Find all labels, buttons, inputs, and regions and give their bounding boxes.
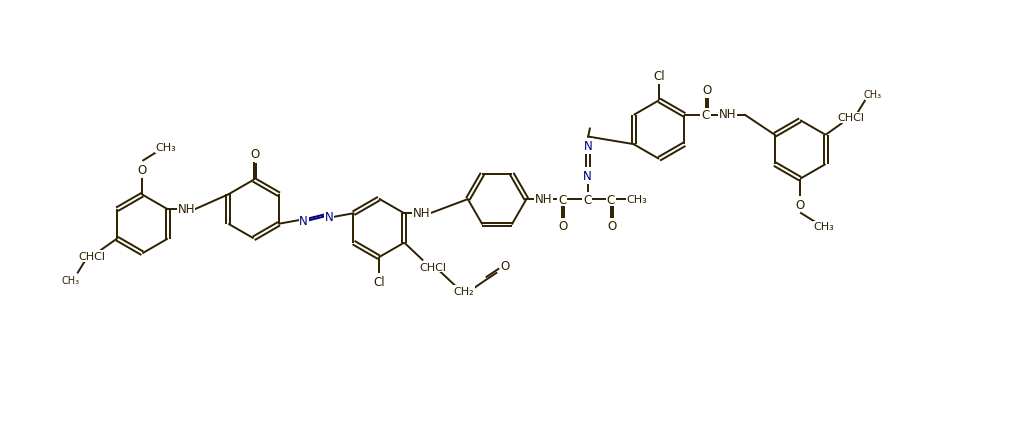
Text: O: O — [138, 164, 147, 176]
Text: N: N — [299, 214, 308, 227]
Text: O: O — [500, 260, 509, 273]
Text: CH₃: CH₃ — [155, 143, 177, 153]
Text: NH: NH — [177, 202, 194, 215]
Text: O: O — [559, 220, 568, 233]
Text: C: C — [702, 109, 710, 122]
Text: Cl: Cl — [653, 70, 665, 83]
Text: CHCl: CHCl — [419, 262, 447, 272]
Text: CH₃: CH₃ — [62, 275, 79, 285]
Text: CH₂: CH₂ — [454, 286, 474, 296]
Text: NH: NH — [535, 192, 553, 205]
Text: O: O — [607, 220, 616, 233]
Text: NH: NH — [718, 108, 736, 121]
Text: CHCl: CHCl — [838, 113, 864, 123]
Text: Cl: Cl — [374, 276, 385, 289]
Text: CH₃: CH₃ — [627, 195, 647, 205]
Text: N: N — [583, 169, 592, 182]
Text: C: C — [607, 193, 615, 206]
Text: CH₃: CH₃ — [863, 89, 881, 99]
Text: CHCl: CHCl — [78, 251, 105, 261]
Text: C: C — [558, 193, 566, 206]
Text: O: O — [795, 198, 805, 211]
Text: O: O — [702, 84, 711, 97]
Text: N: N — [583, 140, 593, 153]
Text: O: O — [250, 148, 259, 161]
Text: C: C — [583, 193, 592, 206]
Text: N: N — [324, 211, 333, 224]
Text: NH: NH — [413, 206, 430, 219]
Text: CH₃: CH₃ — [814, 222, 835, 232]
